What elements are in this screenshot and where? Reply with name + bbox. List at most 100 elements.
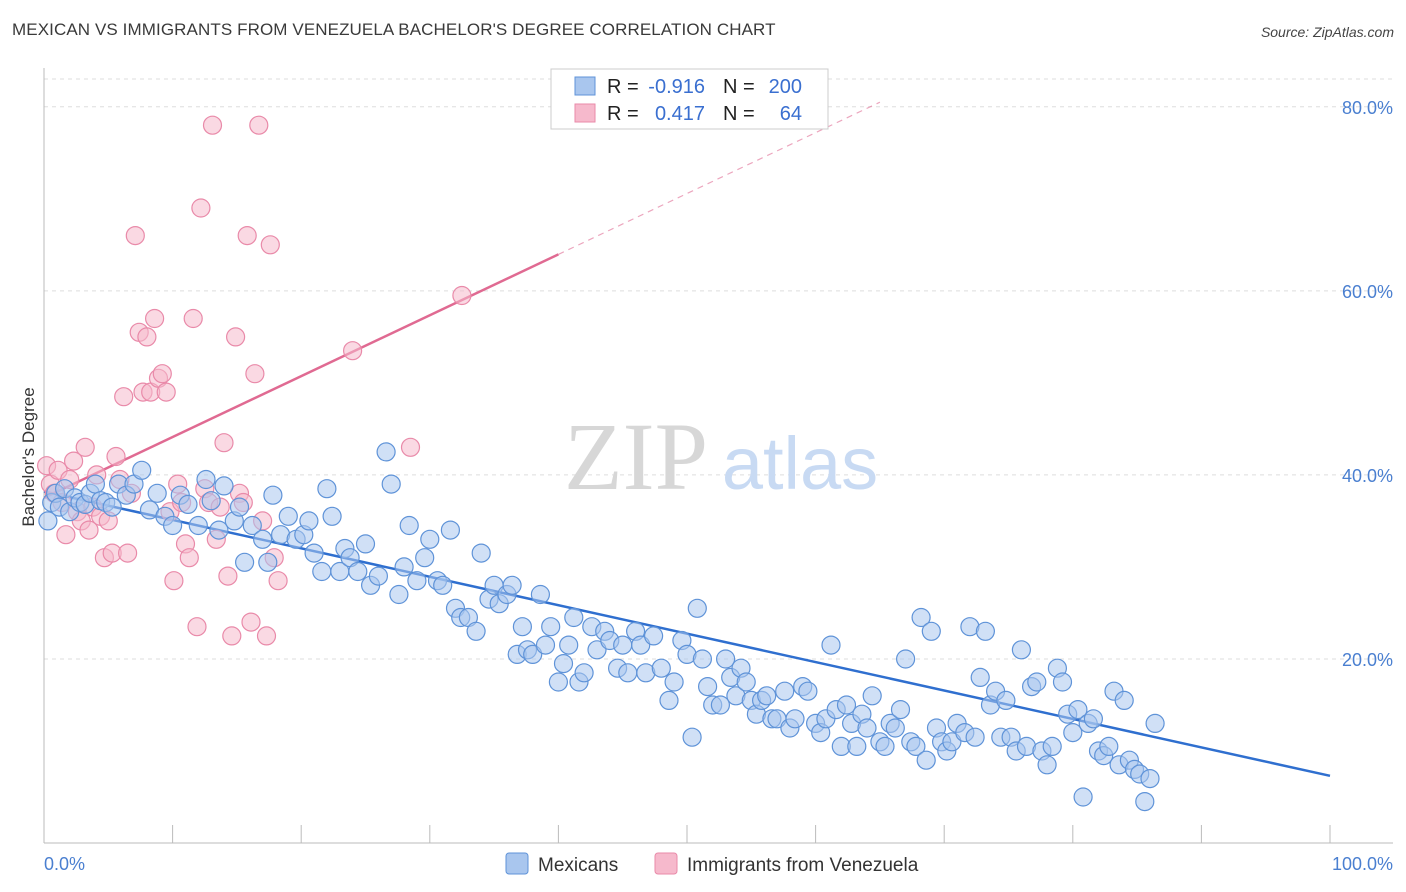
bottom-legend-label-venezuela: Immigrants from Venezuela — [687, 855, 919, 876]
point-mexicans — [564, 607, 584, 628]
point-mexicans — [433, 575, 453, 595]
point-mexicans — [415, 548, 435, 568]
legend-r-value-venezuela: 0.417 — [655, 103, 705, 125]
point-mexicans — [1068, 699, 1088, 720]
point-mexicans — [1145, 713, 1165, 734]
point-mexicans — [975, 621, 996, 641]
point-mexicans — [1027, 672, 1047, 692]
point-venezuela — [400, 437, 421, 457]
point-mexicans — [1073, 787, 1093, 807]
point-mexicans — [942, 732, 962, 752]
point-mexicans — [471, 543, 491, 563]
legend-r-label-2: R = — [607, 103, 639, 125]
point-mexicans — [102, 497, 122, 517]
point-mexicans — [548, 672, 569, 692]
point-mexicans — [965, 727, 985, 747]
point-mexicans — [1140, 768, 1160, 789]
point-mexicans — [407, 571, 427, 591]
point-mexicans — [996, 690, 1016, 711]
point-mexicans — [163, 515, 183, 536]
point-mexicans — [299, 511, 319, 531]
point-venezuela — [179, 548, 199, 568]
point-mexicans — [178, 494, 198, 514]
point-mexicans — [847, 736, 867, 757]
point-mexicans — [895, 649, 916, 669]
point-venezuela — [164, 571, 184, 591]
point-mexicans — [530, 584, 551, 605]
point-venezuela — [256, 626, 277, 646]
point-mexicans — [376, 442, 396, 462]
point-mexicans — [214, 476, 234, 496]
point-mexicans — [389, 584, 409, 605]
point-mexicans — [1052, 672, 1073, 692]
point-mexicans — [1063, 722, 1083, 743]
point-mexicans — [1037, 755, 1057, 775]
point-mexicans — [821, 635, 841, 655]
point-mexicans — [664, 672, 684, 692]
legend-n-label-1: N = — [723, 76, 755, 98]
point-mexicans — [687, 598, 707, 618]
point-mexicans — [535, 635, 556, 655]
point-venezuela — [202, 115, 223, 135]
point-venezuela — [226, 327, 246, 347]
point-venezuela — [183, 308, 203, 329]
point-venezuela — [241, 612, 261, 632]
y-tick-label: 80.0% — [1342, 98, 1393, 118]
point-mexicans — [38, 511, 58, 531]
point-venezuela — [214, 433, 234, 453]
point-mexicans — [147, 483, 167, 503]
point-mexicans — [502, 575, 522, 595]
x-tick-label-start: 0.0% — [44, 854, 85, 874]
point-mexicans — [317, 479, 337, 499]
point-mexicans — [916, 750, 936, 770]
point-mexicans — [263, 485, 283, 505]
y-tick-label: 20.0% — [1342, 650, 1393, 670]
legend-swatch-venezuela — [574, 103, 596, 123]
point-mexicans — [785, 709, 805, 729]
chart-title: MEXICAN VS IMMIGRANTS FROM VENEZUELA BAC… — [12, 20, 776, 39]
point-mexicans — [209, 520, 229, 540]
point-venezuela — [452, 285, 472, 306]
point-venezuela — [268, 571, 288, 591]
point-venezuela — [237, 226, 257, 246]
chart-source: Source: ZipAtlas.com — [1260, 24, 1394, 40]
point-mexicans — [715, 649, 736, 669]
watermark: ZIP atlas — [564, 403, 878, 510]
point-mexicans — [368, 566, 388, 586]
point-mexicans — [736, 672, 756, 692]
axes — [43, 68, 1393, 844]
point-mexicans — [921, 621, 941, 641]
point-mexicans — [132, 460, 152, 480]
point-mexicans — [643, 626, 664, 646]
point-venezuela — [114, 387, 134, 407]
point-venezuela — [125, 226, 145, 246]
point-mexicans — [201, 491, 221, 511]
point-mexicans — [862, 686, 882, 706]
point-mexicans — [304, 543, 324, 563]
point-mexicans — [697, 676, 718, 697]
point-venezuela — [75, 437, 95, 457]
point-venezuela — [156, 382, 176, 402]
point-mexicans — [278, 506, 298, 526]
point-venezuela — [191, 198, 211, 218]
point-mexicans — [1099, 736, 1119, 757]
watermark-atlas: atlas — [722, 422, 878, 505]
point-mexicans — [466, 621, 486, 641]
legend-r-label-1: R = — [607, 76, 639, 98]
point-mexicans — [692, 649, 713, 669]
point-venezuela — [260, 235, 280, 255]
x-tick-label-end: 100.0% — [1332, 854, 1393, 874]
grid — [44, 78, 1393, 660]
point-mexicans — [355, 534, 376, 554]
point-mexicans — [235, 552, 255, 572]
point-mexicans — [512, 617, 533, 637]
point-venezuela — [218, 566, 238, 586]
point-mexicans — [970, 667, 990, 688]
point-venezuela — [152, 364, 172, 384]
point-venezuela — [79, 520, 99, 540]
point-mexicans — [906, 736, 926, 757]
y-axis-label: Bachelor's Degree — [19, 387, 38, 526]
point-mexicans — [798, 681, 818, 701]
y-tick-labels: 20.0% 40.0% 60.0% 80.0% — [1342, 98, 1393, 670]
